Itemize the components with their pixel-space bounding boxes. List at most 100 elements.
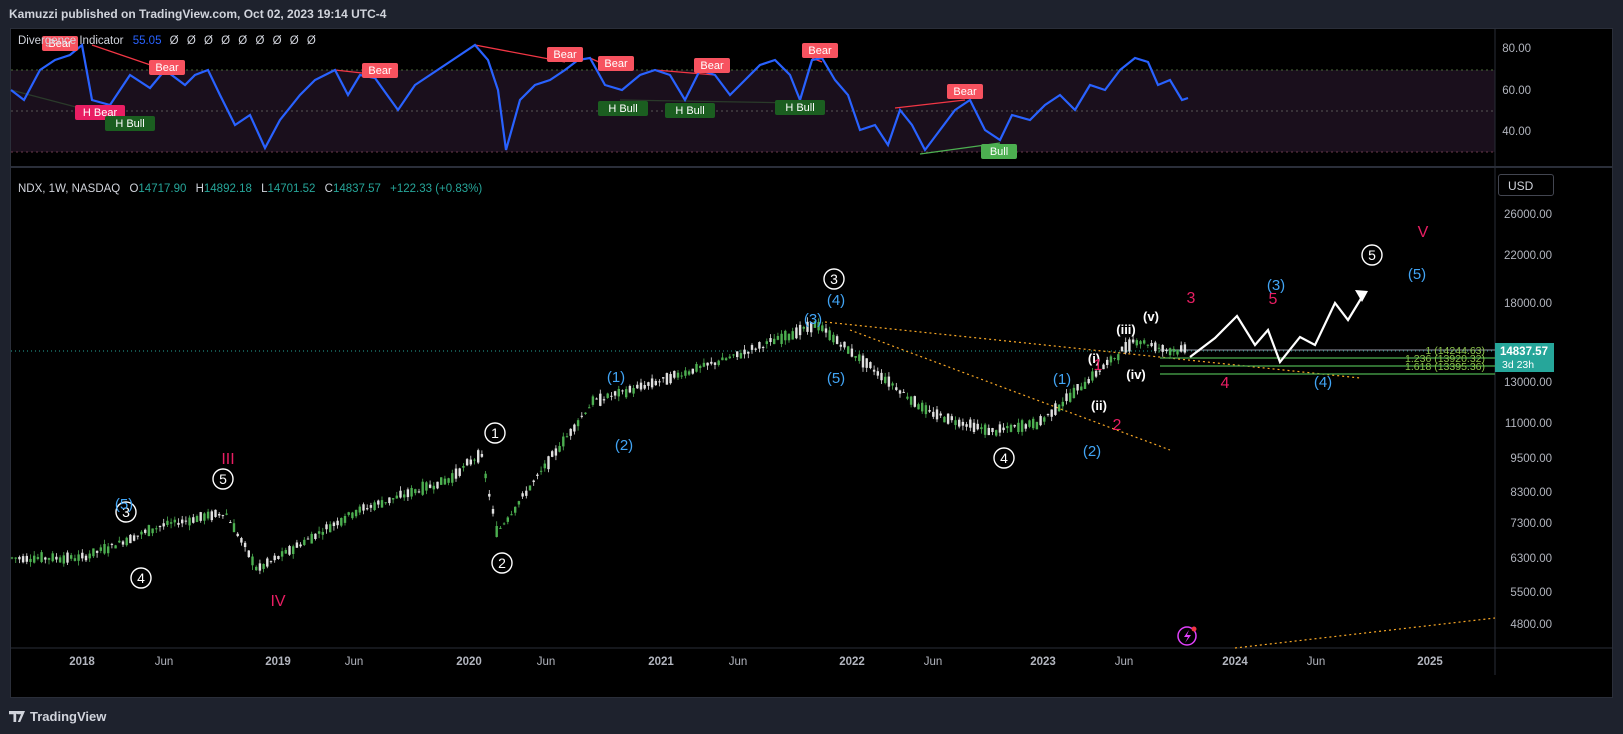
fib-levels: 1 (14244.63)1.236 (13920.32)1.618 (13395… xyxy=(1160,345,1495,375)
signal-badge xyxy=(802,43,838,58)
candle-body xyxy=(972,422,976,433)
candle-body xyxy=(599,393,602,406)
candle-body xyxy=(861,355,865,368)
wave-label-roman: (ii) xyxy=(1091,398,1107,413)
candle-body xyxy=(724,358,728,361)
bolt-icon[interactable] xyxy=(1177,626,1197,646)
candle-body xyxy=(33,555,36,563)
candle-body xyxy=(236,533,239,537)
candle-body xyxy=(129,534,132,544)
wave-label-blue: (3) xyxy=(1267,277,1285,294)
oscillator-legend[interactable]: Divergence Indicator 55.05 Ø Ø Ø Ø Ø Ø Ø… xyxy=(18,35,316,47)
candle-body xyxy=(917,404,920,410)
candle-body xyxy=(1157,347,1161,349)
candle-body xyxy=(565,436,569,438)
candle-body xyxy=(1168,348,1172,356)
candle-body xyxy=(399,490,402,498)
trendline-long xyxy=(1234,617,1496,649)
candle-body xyxy=(991,428,994,433)
candle-body xyxy=(1135,340,1138,346)
candle-body xyxy=(40,552,43,563)
fib-label: 1.236 (13920.32) xyxy=(1405,353,1485,365)
candle-body xyxy=(177,522,180,525)
candle-body xyxy=(421,481,424,495)
signal-label: H Bull xyxy=(608,103,637,115)
wave-circle xyxy=(115,501,137,523)
wave-label-blue: (2) xyxy=(1083,443,1101,460)
wave-label-white: 5 xyxy=(1368,247,1376,263)
candle-body xyxy=(99,547,102,551)
candle-body xyxy=(928,410,931,412)
wave-labels: 3 4 5 1 2 3 4 5 (iii) (v) (i) (iv) (ii) (5) (1) (2) (3) (… xyxy=(115,224,1429,610)
candle-body xyxy=(1139,341,1142,345)
candle-body xyxy=(1146,344,1150,346)
candle-body xyxy=(625,389,628,398)
candle-body xyxy=(935,409,939,420)
x-tick-label: 2018 xyxy=(69,656,95,668)
wave-label-roman: (v) xyxy=(1143,309,1159,324)
price-legend[interactable]: NDX, 1W, NASDAQ O14717.90 H14892.18 L147… xyxy=(18,183,482,195)
oscillator-axis[interactable]: 80.00 60.00 40.00 xyxy=(1502,43,1531,138)
candle-body xyxy=(650,378,654,388)
candle-body xyxy=(680,375,683,377)
osc-tick-label: 80.00 xyxy=(1502,43,1531,55)
candle-body xyxy=(51,553,54,562)
candle-body xyxy=(817,322,820,331)
candle-body xyxy=(909,396,913,405)
bolt-icon-glyph xyxy=(1184,630,1191,643)
candle-body xyxy=(1080,386,1083,391)
wave-label-red: 4 xyxy=(1221,375,1230,392)
candle-body xyxy=(502,523,506,525)
y-tick-label: 18000.00 xyxy=(1504,298,1552,310)
price-axis[interactable]: 26000.00 22000.00 18000.00 13000.00 11000.00… xyxy=(1504,209,1552,631)
candle-body xyxy=(1143,340,1146,344)
currency-button[interactable]: USD xyxy=(1498,174,1554,196)
osc-extra-6: Ø xyxy=(272,35,282,47)
high-value: 14892.18 xyxy=(203,183,252,195)
candle-body xyxy=(654,380,657,386)
tradingview-brand: TradingView xyxy=(30,709,107,724)
time-axis[interactable]: 2018 Jun 2019 Jun 2020 Jun 2021 Jun 2022 Jun 2023 J… xyxy=(69,656,1443,668)
wave-label-red: III xyxy=(221,451,234,468)
candle-body xyxy=(761,347,765,349)
candle-body xyxy=(1161,344,1164,352)
candle-body xyxy=(70,555,73,559)
candle-body xyxy=(25,555,28,562)
tradingview-logo[interactable]: TradingView xyxy=(9,709,106,724)
candle-body xyxy=(262,563,265,569)
wave-label-blue: (5) xyxy=(827,370,845,387)
candle-body xyxy=(551,451,554,457)
last-price-value: 14837.57 xyxy=(1500,346,1548,358)
candle-body xyxy=(388,497,391,504)
candle-body xyxy=(1102,364,1105,370)
candle-body xyxy=(125,537,128,546)
osc-tick-label: 60.00 xyxy=(1502,85,1531,97)
signal-label: Bear xyxy=(155,62,179,74)
candle-body xyxy=(1050,409,1053,417)
signal-label: Bear xyxy=(48,38,72,50)
candle-body xyxy=(292,546,295,554)
candle-body xyxy=(258,563,262,571)
candle-body xyxy=(495,526,498,537)
signal-badge xyxy=(362,63,398,78)
candle-body xyxy=(828,330,831,341)
wave-label-red: 1 xyxy=(1094,357,1103,374)
candle-body xyxy=(377,500,380,505)
wave-label-white: 1 xyxy=(491,425,499,441)
candle-body xyxy=(961,421,965,426)
signal-badge xyxy=(694,58,730,73)
candle-body xyxy=(62,555,65,564)
candle-body xyxy=(1180,345,1183,352)
candle-body xyxy=(950,416,953,421)
signal-badge xyxy=(981,144,1017,159)
osc-extra-4: Ø xyxy=(238,35,248,47)
candle-body xyxy=(1035,421,1039,430)
wave-label-blue: (1) xyxy=(607,369,625,386)
candle-body xyxy=(865,358,868,368)
candle-body xyxy=(684,370,687,376)
trendlines xyxy=(824,321,1496,649)
candle-body xyxy=(987,427,990,436)
signal-label: Bear xyxy=(808,45,832,57)
